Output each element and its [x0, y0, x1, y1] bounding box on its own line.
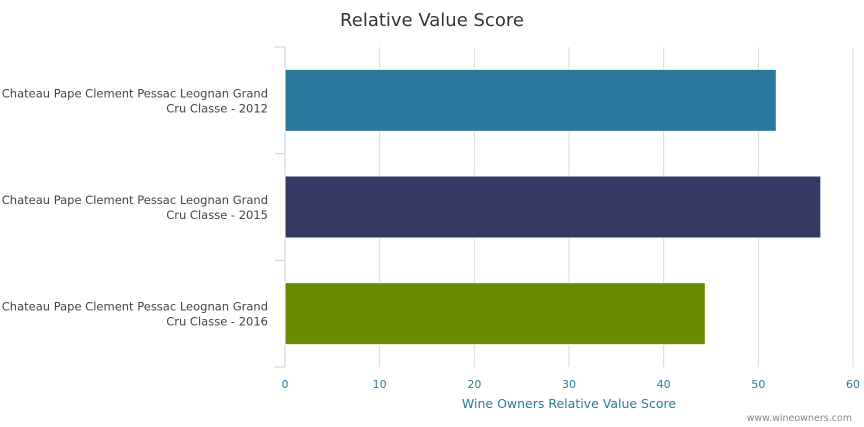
x-tick-label: 20 — [467, 378, 481, 391]
x-tick-label: 0 — [282, 378, 289, 391]
bar[interactable] — [284, 68, 777, 132]
category-label: Chateau Pape Clement Pessac Leognan Gran… — [2, 193, 268, 207]
category-label: Chateau Pape Clement Pessac Leognan Gran… — [2, 86, 268, 100]
x-tick-label: 30 — [562, 378, 576, 391]
bar[interactable] — [284, 175, 822, 239]
category-label: Chateau Pape Clement Pessac Leognan Gran… — [2, 300, 268, 314]
x-axis-label: Wine Owners Relative Value Score — [462, 396, 676, 411]
category-label: Cru Classe - 2015 — [166, 208, 268, 222]
credit-link[interactable]: www.wineowners.com — [747, 413, 852, 424]
category-label: Cru Classe - 2016 — [166, 315, 268, 329]
category-label: Cru Classe - 2012 — [166, 101, 268, 115]
x-tick-label: 60 — [846, 378, 860, 391]
x-tick-label: 40 — [657, 378, 671, 391]
bar[interactable] — [284, 282, 706, 346]
chart-title: Relative Value Score — [340, 10, 524, 31]
x-tick-label: 10 — [373, 378, 387, 391]
x-tick-label: 50 — [751, 378, 765, 391]
